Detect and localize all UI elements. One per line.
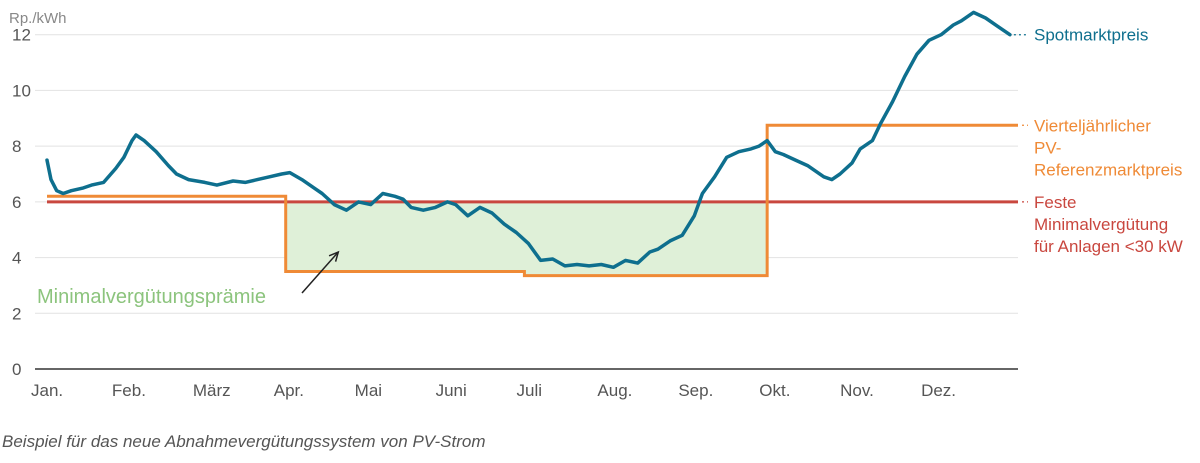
x-tick-label: Feb. — [112, 381, 146, 400]
x-tick-label: Okt. — [759, 381, 790, 400]
referenzmarktpreis-line — [47, 123, 1018, 278]
annotation-arrow — [301, 251, 339, 294]
feste-label-line: Feste — [1034, 193, 1077, 212]
x-tick-label: Apr. — [274, 381, 304, 400]
referenz-label-line: Vierteljährlicher — [1034, 116, 1151, 135]
referenz-label-line: PV- — [1034, 138, 1061, 157]
x-tick-label: Dez. — [921, 381, 956, 400]
x-tick-label: Juli — [517, 381, 543, 400]
y-tick-label: 0 — [12, 360, 21, 379]
x-tick-label: März — [193, 381, 231, 400]
x-tick-label: Mai — [355, 381, 382, 400]
annotation-label: Minimalvergütungsprämie — [37, 286, 266, 308]
referenz-label-line: Referenzmarktpreis — [1034, 160, 1182, 179]
x-tick-label: Sep. — [678, 381, 713, 400]
y-tick-label: 2 — [12, 304, 21, 323]
x-tick-label: Aug. — [597, 381, 632, 400]
x-tick-label: Nov. — [840, 381, 874, 400]
y-tick-label: 8 — [12, 137, 21, 156]
minimalverguetungspraemie-area — [285, 201, 768, 276]
series-labels: Spotmarktpreis Vierteljährlicher PV- Refere… — [1013, 26, 1183, 256]
spotmarktpreis-line — [45, 10, 1012, 270]
chart-caption: Beispiel für das neue Abnahmevergütungss… — [2, 432, 486, 451]
x-axis-ticks: Jan. Feb. März Apr. Mai Juni Juli Aug. Sep. Okt. N… — [31, 381, 956, 400]
y-tick-label: 12 — [12, 26, 31, 45]
feste-label-line: Minimalvergütung — [1034, 215, 1168, 234]
feste-label-line: für Anlagen <30 kW — [1034, 237, 1183, 256]
x-tick-label: Juni — [436, 381, 467, 400]
y-tick-label: 10 — [12, 81, 31, 100]
y-axis-unit: Rp./kWh — [9, 10, 67, 27]
x-tick-label: Jan. — [31, 381, 63, 400]
spot-label-line: Spotmarktpreis — [1034, 26, 1148, 45]
price-chart: 0 2 4 6 8 10 12 Rp./kWh Jan. Feb. März Apr. Mai Jun… — [9, 10, 1183, 400]
annotation: Minimalvergütungsprämie — [37, 250, 340, 308]
annotation-arrowhead — [328, 250, 340, 262]
y-axis-ticks: 0 2 4 6 8 10 12 — [12, 26, 31, 379]
y-tick-label: 6 — [12, 193, 21, 212]
y-tick-label: 4 — [12, 249, 21, 268]
